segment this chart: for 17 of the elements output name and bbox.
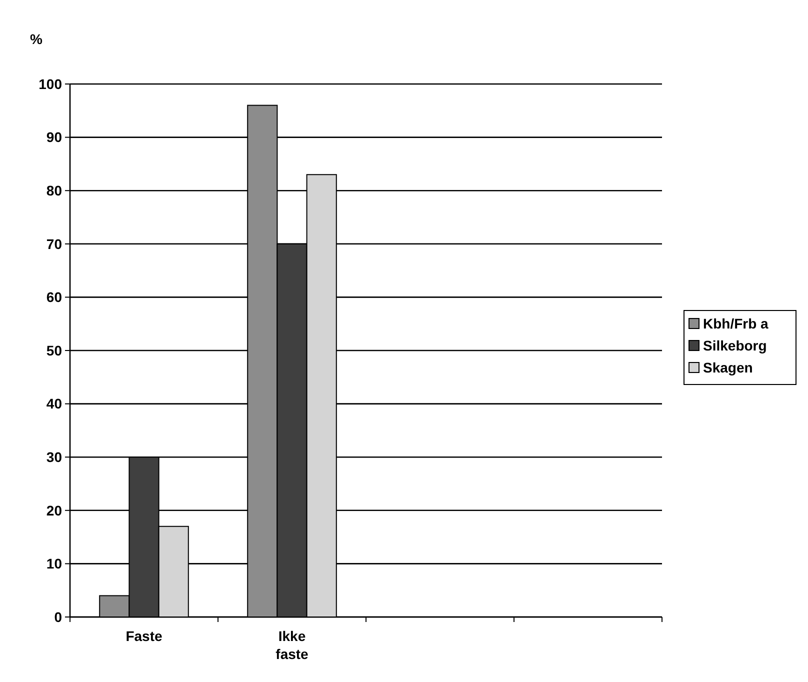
y-tick-label: 10 [46, 556, 62, 572]
y-tick-label: 40 [46, 396, 62, 412]
legend-label: Skagen [703, 359, 753, 376]
y-tick-label: 20 [46, 502, 62, 518]
legend-label: Kbh/Frb a [703, 315, 769, 332]
y-tick-label: 70 [46, 236, 62, 252]
legend-label: Silkeborg [703, 337, 767, 354]
x-tick-label: Ikke faste [276, 628, 309, 662]
y-tick-label: 80 [46, 182, 62, 198]
y-tick-label: 100 [38, 76, 62, 92]
y-tick-label: 30 [46, 449, 62, 465]
y-tick-label: 90 [46, 129, 62, 146]
y-tick-label: 60 [46, 289, 62, 306]
y-axis-title: % [30, 31, 43, 47]
y-tick-label: 0 [54, 608, 62, 625]
y-tick-label: 50 [46, 342, 62, 358]
x-tick-label: Faste [126, 628, 162, 644]
